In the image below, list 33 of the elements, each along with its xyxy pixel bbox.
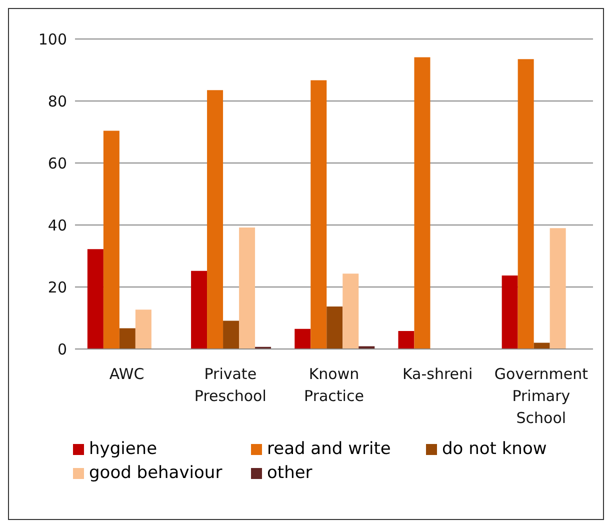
legend-label: other — [267, 463, 312, 483]
x-tick-label: Known Practice — [304, 365, 364, 405]
bar — [119, 328, 136, 349]
y-tick-label: 60 — [48, 154, 67, 172]
y-tick-label: 40 — [48, 216, 67, 234]
y-tick-label: 0 — [57, 340, 67, 358]
bar — [223, 320, 240, 349]
y-tick-label: 100 — [38, 30, 67, 48]
bar — [550, 228, 566, 349]
bar — [87, 249, 104, 349]
y-tick-label: 80 — [48, 92, 67, 110]
bar — [326, 306, 343, 349]
bar — [502, 276, 518, 349]
bar — [239, 227, 256, 349]
bar — [310, 80, 327, 349]
x-tick-label: Government Primary School — [494, 365, 588, 427]
legend-label: hygiene — [89, 439, 158, 459]
bar — [207, 90, 224, 349]
bar — [518, 59, 534, 349]
legend-label: good behaviour — [89, 463, 222, 483]
bar — [135, 310, 152, 349]
x-tick-label: Ka-shreni — [402, 365, 473, 383]
y-tick-label: 20 — [48, 278, 67, 296]
bar — [294, 328, 311, 349]
bar — [191, 270, 208, 349]
legend-label: read and write — [267, 439, 391, 459]
bar — [398, 331, 414, 349]
x-tick-label: AWC — [109, 365, 144, 383]
bar — [103, 130, 120, 349]
bar — [414, 57, 430, 349]
x-tick-label: Private Preschool — [194, 365, 266, 405]
legend-label: do not know — [442, 439, 547, 459]
bar — [342, 274, 359, 349]
